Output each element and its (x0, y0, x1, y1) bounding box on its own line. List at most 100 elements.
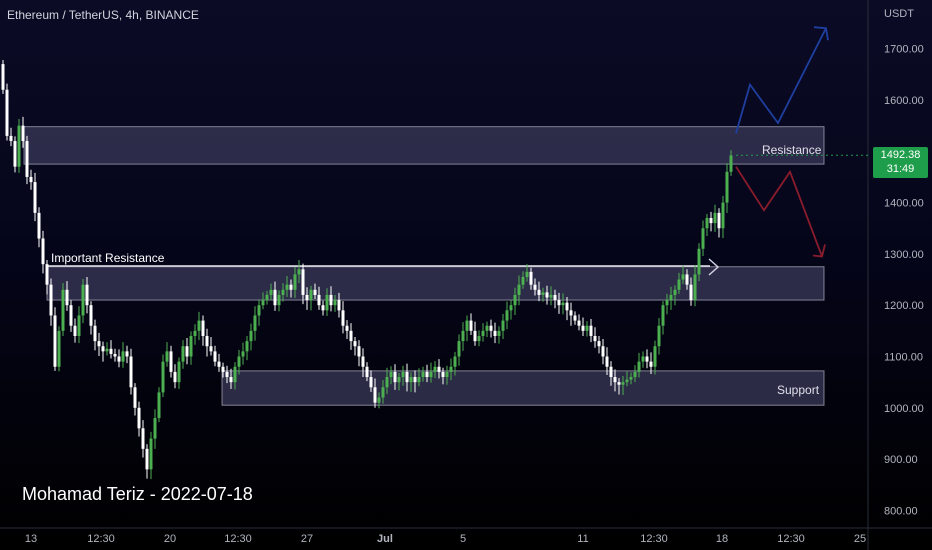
candle-body (325, 294, 329, 311)
candle-body (537, 289, 541, 295)
candle-body (677, 279, 681, 290)
time-tick: 12:30 (87, 533, 115, 545)
candle-body (609, 366, 613, 378)
candle-body (9, 135, 13, 142)
candle-body (137, 407, 141, 429)
candle-body (709, 217, 713, 224)
important-resistance-label: Important Resistance (51, 251, 165, 265)
zone-important-resistance (46, 266, 825, 301)
candle-body (333, 300, 337, 306)
author-note: Mohamad Teriz - 2022-07-18 (22, 484, 253, 504)
candle-body (301, 269, 305, 295)
candle-body (445, 371, 449, 378)
resistance-label: Resistance (762, 143, 822, 157)
candle-body (565, 302, 569, 311)
candle-body (525, 271, 529, 277)
candle-body (113, 353, 117, 357)
bar-countdown: 31:49 (886, 163, 915, 175)
candle-body (281, 289, 285, 295)
candle-body (641, 356, 645, 362)
candle-body (381, 387, 385, 398)
candle-body (497, 330, 501, 336)
candle-body (97, 341, 101, 347)
candle-body (77, 315, 81, 336)
candle-body (505, 310, 509, 321)
candle-body (217, 361, 221, 367)
candle-body (277, 294, 281, 306)
candle-body (589, 325, 593, 336)
candle-body (365, 366, 369, 378)
time-tick: 20 (164, 533, 176, 545)
time-tick: 13 (25, 533, 37, 545)
price-tick: 1600.00 (884, 95, 924, 107)
candle-body (141, 428, 145, 449)
candle-body (425, 371, 429, 378)
candle-body (5, 89, 9, 136)
candle-body (441, 371, 445, 378)
candle-body (65, 289, 69, 306)
candle-body (253, 315, 257, 331)
candle-body (193, 330, 197, 336)
candle-body (725, 171, 729, 203)
candle-body (717, 212, 721, 229)
candle-body (21, 125, 25, 142)
candle-body (521, 276, 525, 285)
candle-body (653, 346, 657, 367)
time-tick: 25 (854, 533, 866, 545)
candle-body (157, 392, 161, 419)
candle-body (661, 305, 665, 326)
candle-body (29, 176, 33, 183)
candle-body (49, 284, 53, 316)
candle-body (433, 366, 437, 372)
candle-body (561, 302, 565, 306)
candle-body (149, 438, 153, 470)
candle-body (629, 377, 633, 380)
candle-body (117, 356, 121, 362)
candle-body (705, 217, 709, 229)
candle-body (405, 371, 409, 383)
candle-body (437, 366, 441, 372)
candle-body (605, 356, 609, 367)
candle-body (557, 300, 561, 306)
candle-body (389, 371, 393, 378)
candle-body (585, 325, 589, 331)
candle-body (101, 346, 105, 352)
candle-body (613, 377, 617, 383)
candle-body (153, 418, 157, 439)
candle-body (177, 361, 181, 383)
candle-body (465, 320, 469, 331)
zone-resistance (23, 126, 825, 165)
candle-body (237, 356, 241, 367)
candle-body (297, 269, 301, 275)
candle-body (1, 64, 5, 90)
candle-body (665, 300, 669, 306)
candle-body (569, 310, 573, 316)
candle-body (549, 294, 553, 298)
time-tick: 18 (716, 533, 728, 545)
candle-body (17, 125, 21, 167)
candle-body (265, 294, 269, 301)
candle-body (593, 335, 597, 342)
candle-body (369, 377, 373, 388)
candle-body (57, 330, 61, 367)
candle-body (409, 377, 413, 383)
candle-body (13, 141, 17, 167)
candle-body (685, 274, 689, 285)
candle-body (225, 371, 229, 378)
candle-body (617, 382, 621, 385)
candle-body (373, 387, 377, 403)
current-price-badge: 1492.38 31:49 (873, 147, 928, 178)
candle-body (361, 356, 365, 367)
price-tick: 1100.00 (884, 352, 923, 364)
candle-body (125, 351, 129, 357)
chevron-right-icon (708, 258, 720, 276)
price-tick: 1300.00 (884, 249, 924, 261)
candle-body (701, 228, 705, 249)
candle-body (161, 361, 165, 393)
candle-body (657, 325, 661, 347)
candle-body (469, 320, 473, 331)
candle-body (317, 294, 321, 306)
candle-body (461, 330, 465, 342)
